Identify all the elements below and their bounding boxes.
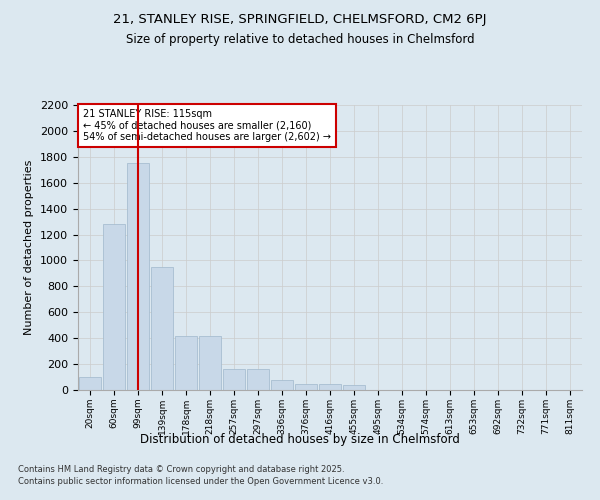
Text: Distribution of detached houses by size in Chelmsford: Distribution of detached houses by size …: [140, 432, 460, 446]
Bar: [319, 384, 341, 390]
Bar: [175, 336, 197, 390]
Bar: [271, 380, 293, 390]
Bar: [127, 164, 149, 390]
Text: Contains public sector information licensed under the Open Government Licence v3: Contains public sector information licen…: [18, 478, 383, 486]
Bar: [343, 386, 365, 390]
Bar: [223, 370, 245, 390]
Bar: [199, 336, 221, 390]
Text: 21 STANLEY RISE: 115sqm
← 45% of detached houses are smaller (2,160)
54% of semi: 21 STANLEY RISE: 115sqm ← 45% of detache…: [83, 110, 331, 142]
Y-axis label: Number of detached properties: Number of detached properties: [25, 160, 34, 335]
Text: 21, STANLEY RISE, SPRINGFIELD, CHELMSFORD, CM2 6PJ: 21, STANLEY RISE, SPRINGFIELD, CHELMSFOR…: [113, 12, 487, 26]
Bar: [247, 370, 269, 390]
Bar: [103, 224, 125, 390]
Bar: [79, 377, 101, 390]
Bar: [295, 384, 317, 390]
Text: Contains HM Land Registry data © Crown copyright and database right 2025.: Contains HM Land Registry data © Crown c…: [18, 465, 344, 474]
Bar: [151, 267, 173, 390]
Text: Size of property relative to detached houses in Chelmsford: Size of property relative to detached ho…: [125, 32, 475, 46]
